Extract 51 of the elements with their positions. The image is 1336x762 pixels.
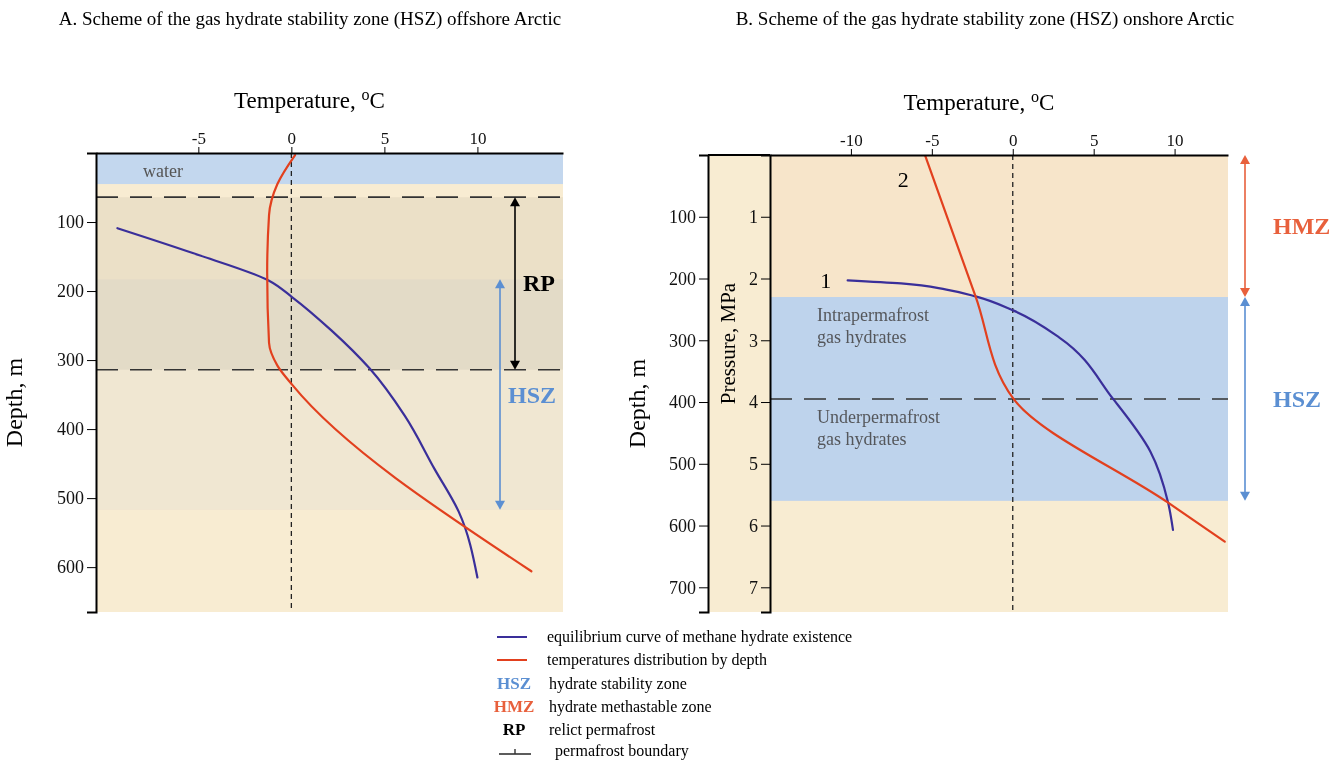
y-tick-label: 100: [57, 212, 84, 233]
band-label: Underpermafrost gas hydrates: [817, 406, 940, 449]
legend-label: temperatures distribution by depth: [547, 651, 767, 669]
y2-tick-label: 6: [749, 515, 758, 536]
y-tick-label: 500: [57, 488, 84, 509]
y-tick-label: 200: [57, 281, 84, 302]
x-tick-label: 10: [1166, 131, 1184, 150]
band-label: water: [143, 161, 183, 181]
x-axis-title: Temperature, $^{o}$C: [903, 87, 1055, 115]
y-tick-label: 600: [669, 515, 696, 536]
band-label: HSZ: [508, 381, 557, 408]
legend-label: equilibrium curve of methane hydrate existence: [547, 628, 853, 646]
y-tick-label: 200: [669, 268, 696, 289]
y-axis-title: Depth, m: [1, 357, 27, 448]
x-tick-label: 5: [380, 129, 390, 148]
y-tick-label: 300: [669, 330, 696, 351]
x-tick-label: -5: [925, 131, 940, 150]
text: RP relict permafrost: [502, 720, 656, 739]
y-tick-label: 400: [669, 392, 696, 413]
x-tick-label: 0: [1009, 131, 1018, 150]
x-axis-title: Temperature, $^{o}$C: [234, 85, 385, 113]
band-label: Intrapermafrost gas hydrates: [817, 305, 929, 348]
band-label: RP: [523, 270, 555, 297]
y-tick-label: 700: [669, 577, 696, 598]
y-tick-label: 300: [57, 350, 84, 371]
y2-axis-title: Pressure, MPa: [716, 282, 740, 405]
y-tick-label: 400: [57, 419, 84, 440]
chart-title: B. Scheme of the gas hydrate stability zone (HSZ) onshore Arctic: [735, 8, 1235, 30]
y-axis-title: Depth, m: [624, 358, 650, 449]
y-tick-label: 600: [57, 557, 84, 578]
x-tick-label: -5: [191, 129, 206, 148]
x-tick-label: -10: [840, 131, 863, 150]
y2-tick-label: 2: [749, 268, 758, 289]
y2-tick-label: 3: [749, 330, 758, 351]
series-label: 1: [820, 268, 832, 294]
y-tick-label: 500: [669, 454, 696, 475]
band-label: HMZ: [1273, 213, 1331, 240]
y2-tick-label: 1: [749, 207, 758, 228]
y2-tick-label: 5: [749, 454, 758, 475]
y2-tick-label: 4: [749, 392, 758, 413]
series-label: 2: [897, 167, 909, 192]
text: HSZ hydrate stability zone: [496, 674, 687, 693]
x-tick-label: 10: [469, 129, 487, 148]
y2-tick-label: 7: [749, 577, 758, 598]
y-tick-label: 100: [669, 207, 696, 228]
legend-label: permafrost boundary: [555, 742, 689, 760]
x-tick-label: 0: [287, 129, 297, 148]
x-tick-label: 5: [1089, 131, 1099, 150]
text: HMZ hydrate methastable zone: [493, 697, 712, 716]
band-label: HSZ: [1273, 385, 1322, 412]
chart-title: A. Scheme of the gas hydrate stability zone (HSZ) offshore Arctic: [58, 8, 562, 30]
